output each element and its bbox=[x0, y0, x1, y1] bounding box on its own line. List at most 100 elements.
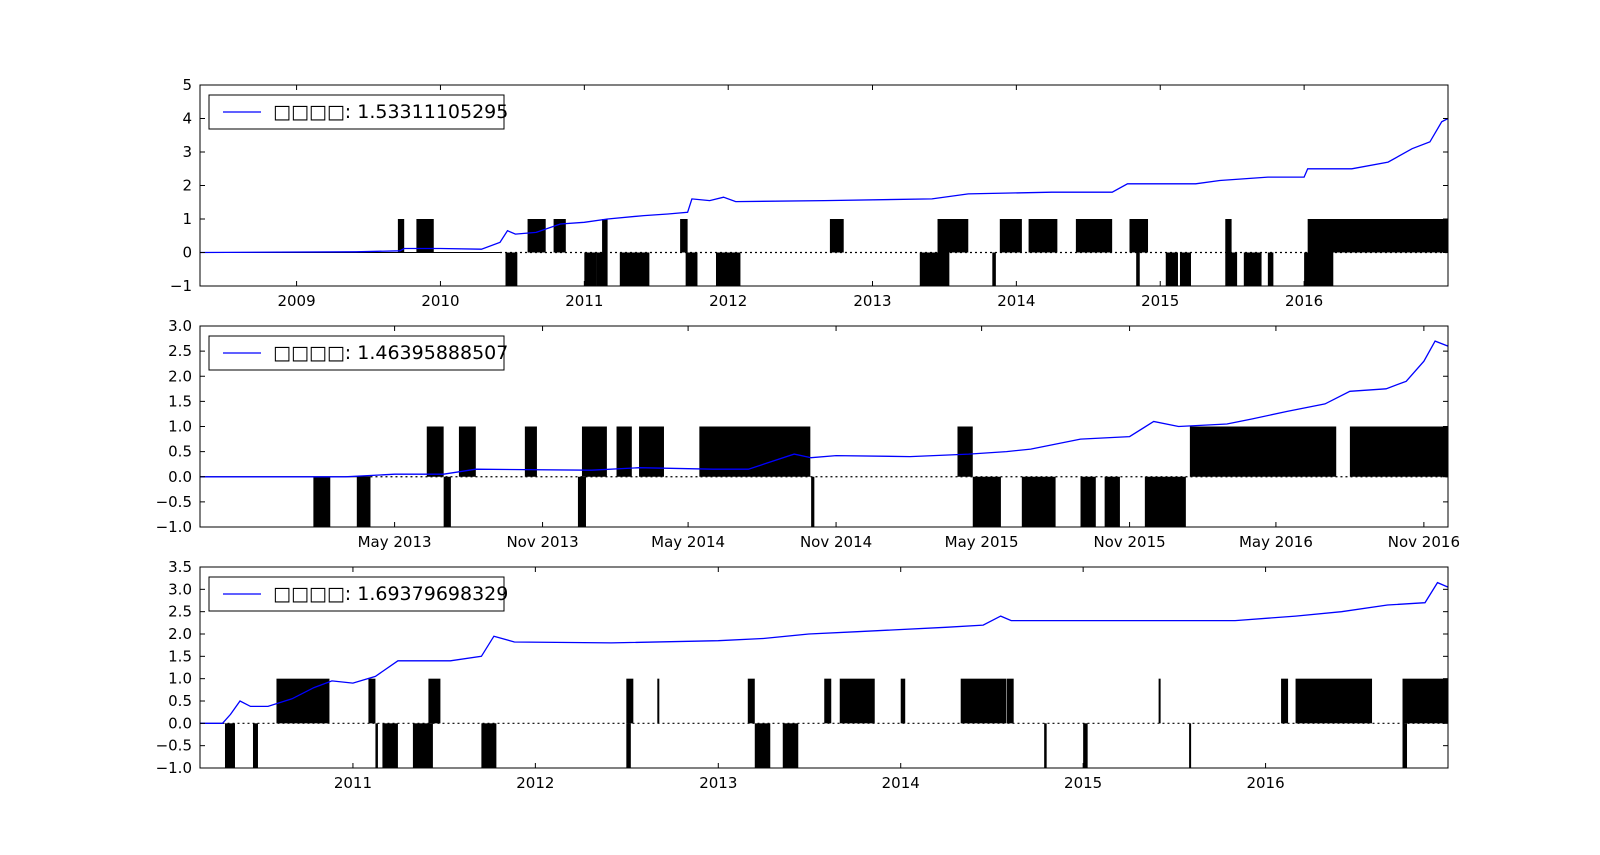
x-tick-label: 2009 bbox=[277, 292, 315, 310]
x-tick-label: 2013 bbox=[853, 292, 891, 310]
x-tick-label: Nov 2015 bbox=[1093, 533, 1165, 551]
legend-label: □□□□: 1.46395888507 bbox=[273, 342, 508, 364]
y-tick-label: 1 bbox=[182, 210, 192, 228]
position-block-long-5 bbox=[657, 678, 660, 724]
x-tick-label: 2014 bbox=[997, 292, 1035, 310]
position-block-long-10 bbox=[1349, 426, 1448, 477]
y-tick-label: 3.5 bbox=[168, 558, 192, 576]
position-block-long-7 bbox=[824, 678, 832, 724]
position-block-long-15 bbox=[1402, 678, 1448, 724]
position-block-long-7 bbox=[829, 219, 844, 253]
x-tick-label: May 2015 bbox=[945, 533, 1019, 551]
subplot-3: −1.0 −0.5 0.0 0.5 1.0 1.5 2.0 2.5 3.0 3.5 2011 2012… bbox=[156, 558, 1449, 792]
position-block-short-13 bbox=[1402, 723, 1408, 768]
position-block-short-8 bbox=[754, 723, 771, 768]
x-tick-label: 2014 bbox=[882, 774, 920, 792]
position-block-short-6 bbox=[481, 723, 497, 768]
x-tick-label: 2012 bbox=[516, 774, 554, 792]
position-block-short-9 bbox=[1136, 252, 1140, 286]
position-block-short-2 bbox=[356, 476, 371, 527]
position-block-long-8 bbox=[839, 678, 875, 724]
position-block-long-2 bbox=[416, 219, 434, 253]
position-block-short-13 bbox=[1243, 252, 1262, 286]
position-block-long-9 bbox=[1189, 426, 1337, 477]
position-block-short-12 bbox=[1225, 252, 1238, 286]
position-block-short-3 bbox=[596, 252, 608, 286]
position-block-short-5 bbox=[685, 252, 698, 286]
position-block-long-8 bbox=[957, 426, 973, 477]
position-block-short-5 bbox=[811, 476, 815, 527]
position-block-long-1 bbox=[397, 219, 405, 253]
position-block-short-14 bbox=[1267, 252, 1274, 286]
position-block-short-10 bbox=[1165, 252, 1178, 286]
y-tick-label: −1.0 bbox=[156, 518, 192, 536]
y-tick-label: 0.0 bbox=[168, 468, 192, 486]
x-tick-label: 2010 bbox=[421, 292, 459, 310]
x-tick-label: 2016 bbox=[1285, 292, 1323, 310]
legend: □□□□: 1.69379698329 bbox=[208, 576, 508, 612]
position-block-short-7 bbox=[626, 723, 631, 768]
position-block-short-3 bbox=[375, 723, 378, 768]
x-tick-label: 2015 bbox=[1141, 292, 1179, 310]
x-tick-label: 2013 bbox=[699, 774, 737, 792]
equity-line bbox=[199, 117, 1449, 254]
position-block-long-5 bbox=[602, 219, 608, 253]
y-tick-label: 3 bbox=[182, 143, 192, 161]
y-tick-label: 0.0 bbox=[168, 714, 192, 732]
position-block-short-11 bbox=[1083, 723, 1088, 768]
position-block-short-2 bbox=[252, 723, 258, 768]
x-tick-label: 2011 bbox=[565, 292, 603, 310]
y-tick-label: −0.5 bbox=[156, 493, 192, 511]
position-block-long-3 bbox=[428, 678, 441, 724]
position-block-short-1 bbox=[313, 476, 331, 527]
position-block-short-1 bbox=[505, 252, 518, 286]
y-tick-label: 0 bbox=[182, 244, 192, 262]
position-block-short-6 bbox=[715, 252, 741, 286]
x-tick-label: 2015 bbox=[1064, 774, 1102, 792]
x-tick-label: May 2014 bbox=[651, 533, 725, 551]
y-tick-label: 3.0 bbox=[168, 580, 192, 598]
legend: □□□□: 1.46395888507 bbox=[208, 335, 508, 371]
position-block-short-9 bbox=[782, 723, 799, 768]
position-block-long-7 bbox=[699, 426, 811, 477]
y-tick-label: 2.5 bbox=[168, 603, 192, 621]
y-tick-label: −0.5 bbox=[156, 737, 192, 755]
y-tick-label: 5 bbox=[182, 76, 192, 94]
legend-box bbox=[208, 94, 505, 130]
position-block-long-6 bbox=[680, 219, 688, 253]
y-tick-label: 0.5 bbox=[168, 692, 192, 710]
position-block-long-14 bbox=[1295, 678, 1373, 724]
axes-frame bbox=[199, 566, 1449, 769]
y-tick-label: 1.0 bbox=[168, 418, 192, 436]
y-tick-label: −1 bbox=[170, 277, 192, 295]
position-block-short-8 bbox=[1080, 476, 1096, 527]
x-tick-label: Nov 2013 bbox=[506, 533, 578, 551]
position-block-long-11 bbox=[1006, 678, 1014, 724]
y-tick-label: 1.0 bbox=[168, 670, 192, 688]
y-tick-label: 2.0 bbox=[168, 367, 192, 385]
position-block-long-6 bbox=[747, 678, 755, 724]
position-block-long-10 bbox=[960, 678, 1007, 724]
position-block-long-14 bbox=[1225, 219, 1232, 253]
position-block-short-4 bbox=[619, 252, 650, 286]
y-tick-label: 2.0 bbox=[168, 625, 192, 643]
y-tick-label: 0.5 bbox=[168, 443, 192, 461]
x-tick-label: May 2013 bbox=[358, 533, 432, 551]
position-block-short-3 bbox=[443, 476, 451, 527]
position-block-short-9 bbox=[1104, 476, 1120, 527]
position-block-long-3 bbox=[527, 219, 546, 253]
position-block-long-3 bbox=[524, 426, 537, 477]
subplot-2: −1.0 −0.5 0.0 0.5 1.0 1.5 2.0 2.5 3.0 May 2013 Nov… bbox=[156, 317, 1460, 551]
x-tick-label: 2016 bbox=[1246, 774, 1284, 792]
position-block-short-1 bbox=[224, 723, 235, 768]
position-block-short-12 bbox=[1189, 723, 1192, 768]
position-block-short-6 bbox=[972, 476, 1001, 527]
position-block-short-15 bbox=[1304, 252, 1334, 286]
equity-line bbox=[200, 340, 1449, 478]
y-tick-label: 2 bbox=[182, 177, 192, 195]
x-tick-label: 2012 bbox=[709, 292, 747, 310]
position-block-long-15 bbox=[1307, 219, 1448, 253]
y-tick-label: 1.5 bbox=[168, 647, 192, 665]
y-tick-label: −1.0 bbox=[156, 759, 192, 777]
